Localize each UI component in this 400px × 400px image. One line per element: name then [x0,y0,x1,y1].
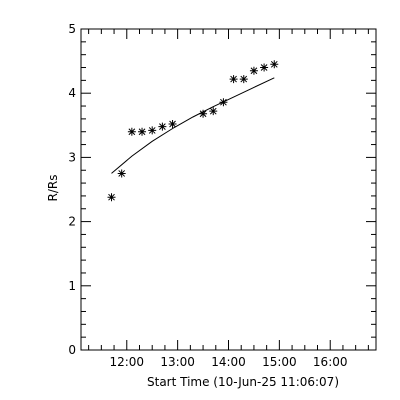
asterisk-marker [199,109,208,118]
data-point [219,98,228,107]
asterisk-marker [249,66,258,75]
y-axis-ticks: 0 1 2 3 4 5 [68,22,376,357]
y-tick-label: 5 [68,22,76,36]
asterisk-marker [158,122,167,131]
x-axis-ticks: 12:00 13:00 14:00 15:00 16:00 [88,29,369,369]
asterisk-marker [209,107,218,116]
x-tick-label: 13:00 [160,355,195,369]
data-point [168,120,177,129]
plot-frame [80,28,377,351]
asterisk-marker [229,75,238,84]
asterisk-marker [127,127,136,136]
data-point [260,63,269,72]
asterisk-marker [148,126,157,135]
asterisk-marker [107,193,116,202]
y-tick-label: 1 [68,279,76,293]
x-tick-label: 15:00 [262,355,297,369]
data-markers [107,60,279,202]
data-point [239,75,248,84]
asterisk-marker [117,169,126,178]
asterisk-marker [260,63,269,72]
data-point [107,193,116,202]
x-tick-label: 12:00 [109,355,144,369]
data-point [148,126,157,135]
data-point [229,75,238,84]
x-tick-label: 16:00 [313,355,348,369]
y-tick-label: 0 [68,343,76,357]
data-point [209,107,218,116]
fit-curve-group [111,77,275,174]
asterisk-marker [138,127,147,136]
asterisk-marker [239,75,248,84]
data-point [199,109,208,118]
y-tick-label: 3 [68,150,76,164]
y-axis-label: R/Rs [46,175,60,202]
asterisk-marker [168,120,177,129]
fit-curve [111,77,275,174]
y-tick-label: 2 [68,215,76,229]
data-point [158,122,167,131]
x-tick-label: 14:00 [211,355,246,369]
data-point [127,127,136,136]
asterisk-marker [270,60,279,69]
y-tick-label: 4 [68,86,76,100]
data-point [270,60,279,69]
data-point [138,127,147,136]
plot-border [80,28,377,351]
data-point [249,66,258,75]
data-point [117,169,126,178]
asterisk-marker [219,98,228,107]
x-axis-label: Start Time (10-Jun-25 11:06:07) [147,375,339,389]
